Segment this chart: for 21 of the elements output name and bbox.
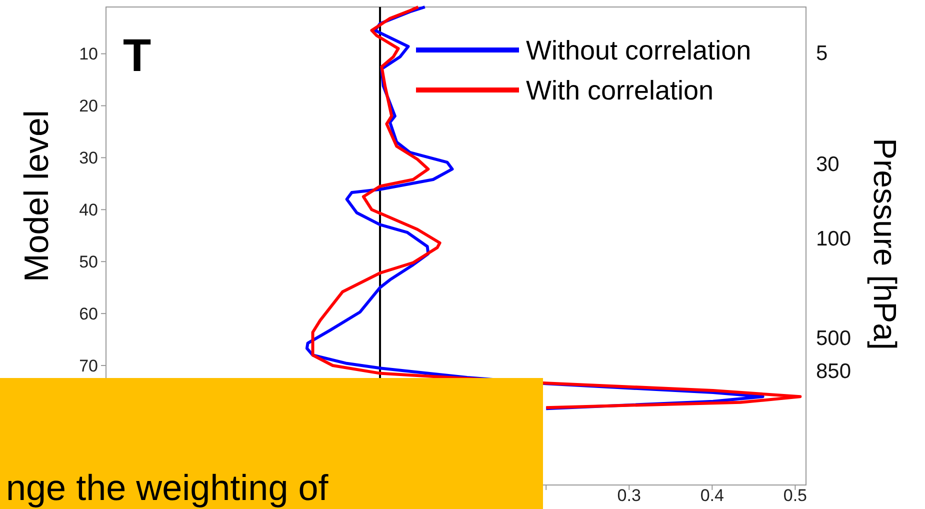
legend-label: Without correlation bbox=[526, 35, 752, 66]
y-tick-label: 20 bbox=[79, 96, 98, 116]
x-tick-label: 0.3 bbox=[617, 486, 641, 505]
text: T bbox=[123, 29, 152, 81]
x-tick-label: 0.5 bbox=[783, 486, 808, 505]
y2-tick-label: 100 bbox=[816, 227, 852, 250]
y2-axis-title: Pressure [hPa] bbox=[867, 138, 903, 350]
y2-tick-label: 5 bbox=[816, 42, 828, 65]
y-tick-label: 50 bbox=[79, 252, 98, 272]
y-tick-label: 70 bbox=[79, 356, 98, 376]
y-tick-label: 30 bbox=[79, 148, 98, 168]
y-tick-label: 10 bbox=[79, 44, 98, 64]
y-tick-label: 40 bbox=[79, 200, 98, 220]
y2-tick-label: 850 bbox=[816, 360, 852, 383]
y2-tick-label: 30 bbox=[816, 152, 840, 176]
legend-label: With correlation bbox=[526, 75, 714, 106]
x-tick-label: 0.4 bbox=[700, 486, 724, 505]
y-axis-title: Model level bbox=[18, 110, 56, 282]
annotation: nge the weighting of bbox=[6, 467, 330, 508]
y-tick-label: 60 bbox=[79, 304, 98, 324]
y2-tick-label: 500 bbox=[816, 326, 852, 350]
